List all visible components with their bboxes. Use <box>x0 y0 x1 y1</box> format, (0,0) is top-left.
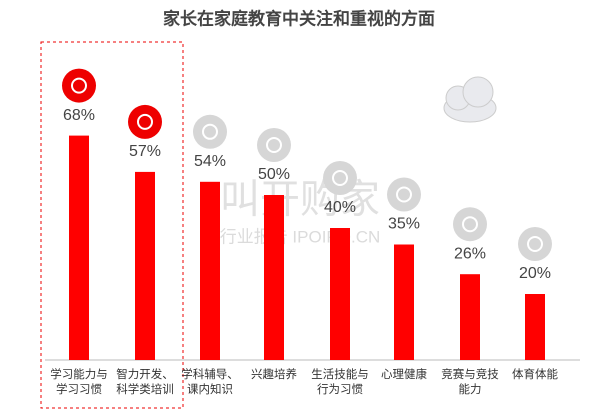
icon-detail <box>137 113 153 130</box>
value-label: 26% <box>454 245 486 262</box>
chart-title: 家长在家庭教育中关注和重视的方面 <box>163 8 435 28</box>
x-tick-label: 生活技能与行为习惯 <box>311 369 369 396</box>
bar <box>330 228 350 360</box>
icon <box>323 161 357 195</box>
icon <box>387 177 421 212</box>
value-label: 35% <box>388 216 420 233</box>
value-label: 20% <box>519 265 551 282</box>
x-tick-label: 竞赛与竞技能力 <box>441 369 499 396</box>
icon-detail <box>332 170 348 186</box>
x-tick-label: 兴趣培养 <box>251 369 297 381</box>
value-label: 57% <box>129 143 161 160</box>
icon <box>257 128 291 162</box>
icon-detail <box>396 186 412 203</box>
x-tick-label: 体育体能 <box>512 369 558 381</box>
bar <box>264 195 284 360</box>
x-tick-label: 心理健康 <box>381 369 427 381</box>
value-label: 68% <box>63 107 95 124</box>
x-tick-label: 学科辅导、课内知识 <box>181 369 239 396</box>
highlight-box <box>40 41 184 409</box>
icon-detail <box>71 77 87 94</box>
x-tick-label: 智力开发、科学类培训 <box>116 369 174 396</box>
value-label: 40% <box>324 199 356 216</box>
icon <box>128 104 162 139</box>
icon <box>453 207 487 242</box>
icon <box>62 68 96 103</box>
value-label: 50% <box>258 166 290 183</box>
icon-detail <box>266 137 282 153</box>
bar <box>69 135 89 360</box>
icon-detail <box>527 236 543 252</box>
value-label: 54% <box>194 153 226 170</box>
watermark: 行业报告 IPOIPO.CN <box>220 227 381 246</box>
icon <box>193 114 227 149</box>
bar <box>135 171 155 360</box>
bar <box>460 274 480 360</box>
cloud-icon <box>443 76 497 123</box>
bar <box>525 294 545 360</box>
icon-detail <box>202 123 218 140</box>
bar <box>200 181 220 360</box>
x-tick-label: 学习能力与学习习惯 <box>50 369 108 396</box>
icon-detail <box>462 216 478 233</box>
bar <box>394 244 414 360</box>
icon <box>518 227 552 261</box>
